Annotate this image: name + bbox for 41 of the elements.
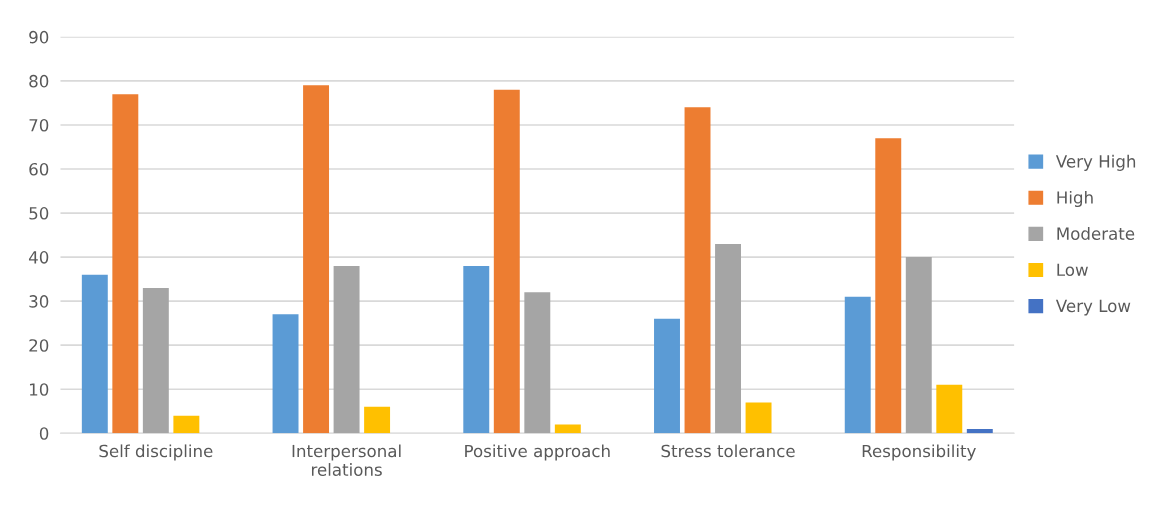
bar: [966, 428, 993, 434]
bar: [333, 265, 360, 434]
y-tick-label: 90: [29, 30, 49, 44]
y-tick-label: 10: [29, 383, 49, 396]
bar: [524, 292, 551, 434]
x-tick-label: Stress tolerance: [661, 444, 795, 458]
bar: [745, 402, 772, 434]
legend-label: Moderate: [1057, 227, 1135, 240]
bar: [715, 243, 742, 434]
legend-label: Very Low: [1055, 299, 1131, 316]
y-tick-label: 20: [29, 339, 49, 352]
legend-label: Low: [1057, 263, 1088, 277]
bar: [81, 274, 108, 434]
y-tick-label: 60: [29, 162, 49, 176]
bar: [173, 415, 200, 434]
x-tick-label: Interpersonal relations: [292, 444, 401, 476]
legend-label: High: [1057, 190, 1093, 208]
y-tick-label: 80: [29, 74, 49, 88]
bar: [463, 265, 490, 434]
bar: [303, 85, 330, 434]
bar: [364, 406, 391, 434]
y-tick-label: 70: [29, 118, 49, 132]
bar: [684, 107, 711, 434]
y-tick-label: 50: [29, 207, 49, 220]
bar: [493, 89, 520, 434]
bar: [875, 138, 902, 434]
x-tick-label: Responsibility: [862, 444, 976, 461]
bar: [554, 424, 581, 434]
bar: [142, 287, 169, 434]
bar: [112, 94, 139, 434]
y-tick-label: 40: [28, 251, 49, 264]
y-tick-label: 0: [39, 427, 49, 440]
x-tick-label: Self discipline: [99, 444, 213, 461]
x-tick-label: Positive approach: [465, 444, 610, 461]
legend-label: Very High: [1055, 154, 1136, 171]
bar: [654, 318, 680, 434]
bar: [936, 384, 963, 434]
bar: [844, 296, 871, 434]
y-tick-label: 30: [29, 295, 49, 308]
bar: [905, 257, 932, 434]
bar: [272, 314, 299, 434]
